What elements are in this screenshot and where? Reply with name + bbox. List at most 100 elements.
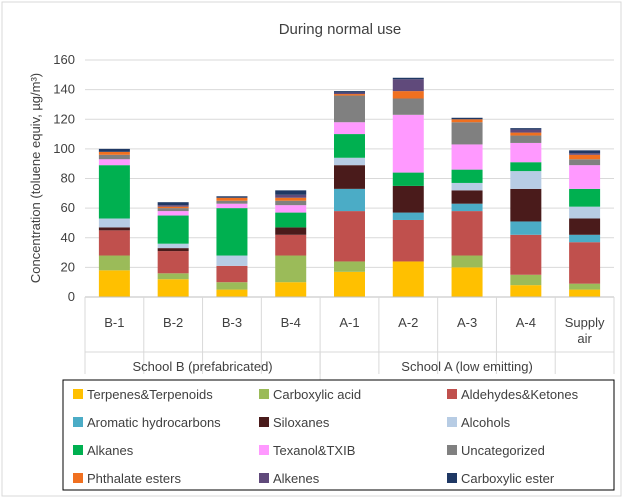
bar-segment-terpenes-terpenoids <box>451 267 483 297</box>
bar-segment-texanol-txib <box>98 159 130 166</box>
bar-segment-uncategorized <box>451 122 483 145</box>
bar-segment-alkenes <box>275 194 307 198</box>
bar-segment-siloxanes <box>157 248 189 252</box>
bar-segment-siloxanes <box>392 185 424 213</box>
legend-label: Alkanes <box>87 443 134 458</box>
x-tick-label-b-2: B-2 <box>163 315 183 330</box>
legend-label: Texanol&TXIB <box>273 443 355 458</box>
bar-segment-texanol-txib <box>510 142 542 163</box>
bar-segment-terpenes-terpenoids <box>334 271 365 297</box>
legend-label: Phthalate esters <box>87 471 181 486</box>
bar-segment-carboxylic-ester <box>334 91 365 93</box>
legend-label: Aromatic hydrocarbons <box>87 415 221 430</box>
bar-segment-carboxylic-ester <box>569 150 601 154</box>
bar-segment-aldehydes-ketones <box>275 234 307 256</box>
bar-segment-uncategorized <box>98 154 130 160</box>
bar-stack-a-2 <box>392 77 424 297</box>
bar-segment-alcohols <box>334 157 365 166</box>
bar-segment-phthalate-esters <box>510 132 542 136</box>
legend-item-alkenes: Alkenes <box>259 471 320 486</box>
y-tick-label: 160 <box>53 52 75 67</box>
bar-segment-uncategorized <box>216 200 248 204</box>
bar-segment-alcohols <box>510 171 542 189</box>
y-tick-label: 60 <box>61 200 75 215</box>
x-tick-label-a-2: A-2 <box>398 315 418 330</box>
bar-segment-aromatic-hydrocarbons <box>569 234 601 243</box>
bar-segment-phthalate-esters <box>216 197 248 201</box>
group-label-school-b-prefabricated: School B (prefabricated) <box>132 359 272 374</box>
legend-item-siloxanes: Siloxanes <box>259 415 330 430</box>
y-tick-labels: 0 20 40 60 80 100 120 140 160 <box>53 52 75 304</box>
bar-segment-aromatic-hydrocarbons <box>334 188 365 212</box>
bar-stack-b-2 <box>157 202 189 297</box>
group-label-school-a-low-emitting: School A (low emitting) <box>401 359 533 374</box>
legend-item-uncategorized: Uncategorized <box>447 443 545 458</box>
bar-segment-aromatic-hydrocarbons <box>510 221 542 235</box>
legend-swatch <box>73 473 83 483</box>
bar-segment-uncategorized <box>157 208 189 212</box>
x-tick-label-b-4: B-4 <box>281 315 301 330</box>
bar-segment-texanol-txib <box>216 203 248 209</box>
legend-swatch <box>259 389 269 399</box>
x-tick-label-a-1: A-1 <box>339 315 359 330</box>
bar-segment-carboxylic-acid <box>157 273 189 280</box>
bar-stack-a-4 <box>510 128 542 297</box>
bar-segment-terpenes-terpenoids <box>510 285 542 297</box>
legend-swatch <box>73 417 83 427</box>
bar-segment-carboxylic-acid <box>334 261 365 272</box>
legend-label: Alcohols <box>461 415 511 430</box>
bar-segment-terpenes-terpenoids <box>392 261 424 297</box>
legend-label: Terpenes&Terpenoids <box>87 387 213 402</box>
bar-stack-supply-air <box>569 150 601 297</box>
legend: Terpenes&Terpenoids Carboxylic acid Aldehy… <box>62 379 615 491</box>
bar-segment-aromatic-hydrocarbons <box>392 212 424 220</box>
bar-segment-terpenes-terpenoids <box>216 289 248 297</box>
legend-swatch <box>259 417 269 427</box>
bar-segment-aromatic-hydrocarbons <box>451 203 483 212</box>
y-tick-label: 80 <box>61 171 75 186</box>
legend-label: Aldehydes&Ketones <box>461 387 579 402</box>
bar-segment-uncategorized <box>569 159 601 166</box>
y-tick-label: 100 <box>53 141 75 156</box>
legend-label: Carboxylic acid <box>273 387 361 402</box>
y-tick-label: 0 <box>68 289 75 304</box>
bar-segment-terpenes-terpenoids <box>275 282 307 297</box>
legend-item-aldehydes-ketones: Aldehydes&Ketones <box>447 387 579 402</box>
bar-segment-carboxylic-ester <box>451 117 483 120</box>
bar-segment-texanol-txib <box>392 114 424 173</box>
bar-segment-alcohols <box>157 243 189 249</box>
bar-segment-aldehydes-ketones <box>98 230 130 256</box>
bar-segment-phthalate-esters <box>275 197 307 201</box>
bar-segment-carboxylic-acid <box>216 282 248 290</box>
bar-segment-alkenes <box>510 129 542 133</box>
legend-swatch <box>447 445 457 455</box>
x-axis: B-1 B-2 B-3 B-4 A-1 A-2 A-3 A-4 Supply air School … <box>84 296 615 380</box>
legend-item-aromatic-hydrocarbons: Aromatic hydrocarbons <box>73 415 221 430</box>
bar-segment-aldehydes-ketones <box>334 211 365 262</box>
legend-swatch <box>447 417 457 427</box>
bar-segment-phthalate-esters <box>392 91 424 99</box>
bar-segment-siloxanes <box>98 227 130 231</box>
bar-segment-aldehydes-ketones <box>216 265 248 283</box>
y-tick-label: 140 <box>53 82 75 97</box>
legend-swatch <box>259 445 269 455</box>
bar-segment-alkenes <box>569 153 601 155</box>
bar-segment-alcohols <box>98 218 130 228</box>
bar-segment-siloxanes <box>510 188 542 222</box>
bar-segment-terpenes-terpenoids <box>157 279 189 297</box>
legend-box <box>62 379 615 491</box>
bar-segment-alcohols <box>451 182 483 191</box>
bar-segment-uncategorized <box>334 95 365 123</box>
bar-segment-alkenes <box>334 92 365 95</box>
bar-segment-alkanes <box>451 169 483 183</box>
bar-segment-uncategorized <box>510 135 542 143</box>
bar-stack-b-1 <box>98 148 130 297</box>
bar-segment-alkanes <box>334 134 365 158</box>
bar-segment-alkanes <box>98 165 130 219</box>
bar-segment-alkanes <box>392 172 424 186</box>
legend-label: Carboxylic ester <box>461 471 555 486</box>
legend-item-alcohols: Alcohols <box>447 415 511 430</box>
bar-segment-aldehydes-ketones <box>510 234 542 275</box>
legend-swatch <box>259 473 269 483</box>
